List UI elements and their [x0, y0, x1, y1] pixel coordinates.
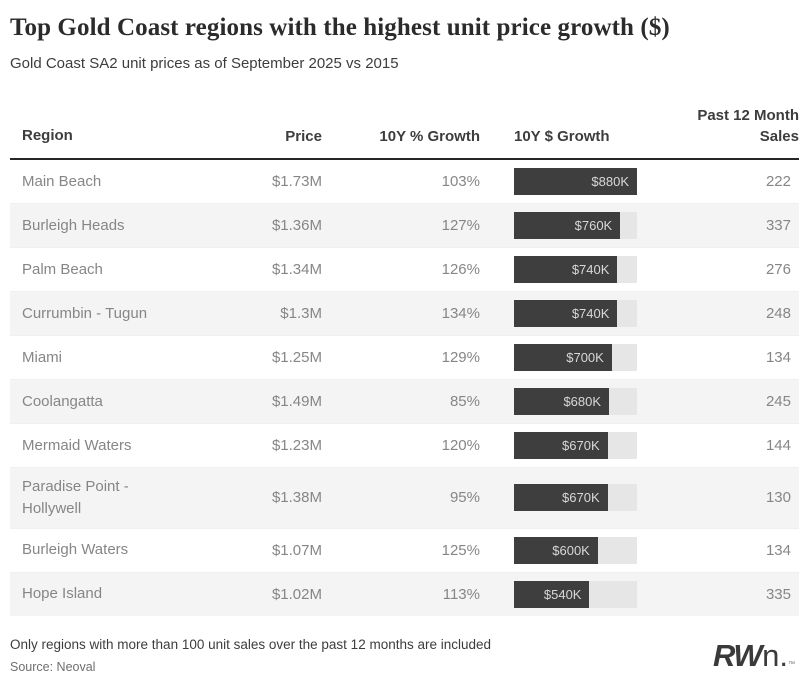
growth-bar-fill: $600K — [514, 536, 598, 564]
price-cell: $1.36M — [271, 217, 322, 234]
price-cell: $1.25M — [271, 349, 322, 366]
region-cell: Miami — [22, 348, 62, 366]
table-row: Paradise Point - Hollywell $1.38M 95% $6… — [10, 467, 799, 528]
growth-bar-fill: $670K — [514, 432, 608, 459]
sales-cell: 134 — [765, 349, 791, 366]
price-cell: $1.02M — [271, 585, 322, 603]
growth-bar-label: $540K — [543, 586, 582, 602]
table-row: Burleigh Heads $1.36M 127% $760K 337 — [10, 203, 799, 247]
growth-bar-track: $880K — [514, 168, 637, 195]
table-header-row: Region Price 10Y % Growth 10Y $ Growth P… — [10, 104, 799, 160]
pct-growth-cell: 103% — [441, 173, 480, 190]
region-cell: Burleigh Waters — [22, 541, 129, 559]
growth-bar-fill: $760K — [514, 212, 621, 239]
page-title: Top Gold Coast regions with the highest … — [10, 14, 670, 41]
sales-cell: 335 — [765, 585, 791, 603]
table-row: Palm Beach $1.34M 126% $740K 276 — [10, 247, 799, 291]
price-cell: $1.49M — [271, 393, 322, 410]
sales-cell: 337 — [765, 217, 791, 234]
rwn-logo: RWn.™ — [713, 640, 799, 671]
pct-growth-cell: 127% — [441, 217, 480, 234]
table-row: Miami $1.25M 129% $700K 134 — [10, 335, 799, 379]
growth-bar-track: $680K — [514, 388, 637, 415]
price-cell: $1.38M — [271, 489, 322, 507]
footer-notes: Only regions with more than 100 unit sal… — [10, 637, 491, 674]
growth-bar-track: $740K — [514, 300, 637, 327]
pct-growth-cell: 126% — [441, 261, 480, 278]
table-row: Hope Island $1.02M 113% $540K 335 — [10, 571, 799, 616]
table-row: Mermaid Waters $1.23M 120% $670K 144 — [10, 423, 799, 467]
region-cell: Paradise Point - Hollywell — [22, 478, 129, 517]
pct-growth-cell: 120% — [441, 437, 480, 454]
price-cell: $1.07M — [271, 541, 322, 559]
sales-cell: 130 — [765, 489, 791, 507]
growth-bar-track: $600K — [514, 536, 637, 564]
region-cell: Main Beach — [22, 172, 102, 190]
growth-bar-label: $700K — [566, 350, 604, 365]
column-header-region: Region — [22, 127, 73, 145]
growth-bar-track: $540K — [514, 580, 637, 608]
sales-cell: 245 — [765, 393, 791, 410]
footer: Only regions with more than 100 unit sal… — [10, 637, 799, 674]
source-attribution: Source: Neoval — [10, 659, 96, 674]
table-row: Coolangatta $1.49M 85% $680K 245 — [10, 379, 799, 423]
region-cell: Mermaid Waters — [22, 436, 132, 454]
sales-cell: 248 — [765, 305, 791, 322]
table-row: Burleigh Waters $1.07M 125% $600K 134 — [10, 527, 799, 572]
regions-table: Region Price 10Y % Growth 10Y $ Growth P… — [10, 104, 799, 616]
table-row: Main Beach $1.73M 103% $880K 222 — [10, 160, 799, 203]
column-header-10y-pct-growth: 10Y % Growth — [379, 128, 480, 145]
growth-bar-fill: $880K — [514, 168, 637, 195]
growth-bar-fill: $700K — [514, 344, 612, 371]
logo-bold-text: RW — [713, 637, 763, 673]
growth-bar-fill: $740K — [514, 300, 618, 327]
footnote: Only regions with more than 100 unit sal… — [10, 636, 492, 652]
growth-bar-fill: $680K — [514, 388, 610, 415]
region-cell: Currumbin - Tugun — [22, 304, 148, 322]
growth-bar-label: $880K — [591, 174, 629, 189]
page-subtitle: Gold Coast SA2 unit prices as of Septemb… — [10, 55, 399, 72]
growth-bar-label: $600K — [552, 542, 590, 558]
growth-bar-track: $760K — [514, 212, 637, 239]
growth-bar-fill: $670K — [514, 484, 608, 512]
growth-bar-track: $740K — [514, 256, 637, 283]
price-cell: $1.3M — [280, 305, 322, 322]
pct-growth-cell: 134% — [441, 305, 480, 322]
sales-cell: 134 — [765, 541, 791, 559]
column-header-price: Price — [285, 128, 322, 145]
pct-growth-cell: 85% — [449, 393, 480, 410]
growth-bar-track: $700K — [514, 344, 637, 371]
growth-bar-track: $670K — [514, 432, 637, 459]
sales-cell: 276 — [765, 261, 791, 278]
region-cell: Coolangatta — [22, 392, 103, 410]
growth-bar-label: $670K — [562, 438, 600, 453]
table-body: Main Beach $1.73M 103% $880K 222 Burleig… — [10, 160, 799, 616]
price-cell: $1.73M — [271, 173, 322, 190]
pct-growth-cell: 95% — [449, 489, 480, 507]
column-header-past-12-month-sales: Past 12 Month Sales — [697, 107, 799, 145]
growth-bar-label: $740K — [571, 306, 610, 321]
sales-cell: 144 — [765, 437, 791, 454]
pct-growth-cell: 129% — [441, 349, 480, 366]
growth-bar-fill: $740K — [514, 256, 618, 283]
pct-growth-cell: 125% — [441, 541, 480, 559]
growth-bar-label: $680K — [563, 394, 602, 409]
growth-bar-track: $670K — [514, 484, 637, 512]
growth-bar-label: $740K — [571, 262, 610, 277]
column-header-10y-dollar-growth: 10Y $ Growth — [514, 128, 610, 145]
logo-light-text: n. — [762, 637, 788, 673]
growth-bar-label: $670K — [562, 490, 600, 506]
region-cell: Hope Island — [22, 585, 103, 603]
price-cell: $1.34M — [271, 261, 322, 278]
sales-cell: 222 — [765, 173, 791, 190]
growth-bar-label: $760K — [574, 218, 613, 233]
table-row: Currumbin - Tugun $1.3M 134% $740K 248 — [10, 291, 799, 335]
trademark-symbol: ™ — [788, 660, 795, 668]
growth-bar-fill: $540K — [514, 580, 590, 608]
region-cell: Burleigh Heads — [22, 216, 125, 234]
price-cell: $1.23M — [271, 437, 322, 454]
region-cell: Palm Beach — [22, 260, 103, 278]
pct-growth-cell: 113% — [442, 585, 480, 603]
